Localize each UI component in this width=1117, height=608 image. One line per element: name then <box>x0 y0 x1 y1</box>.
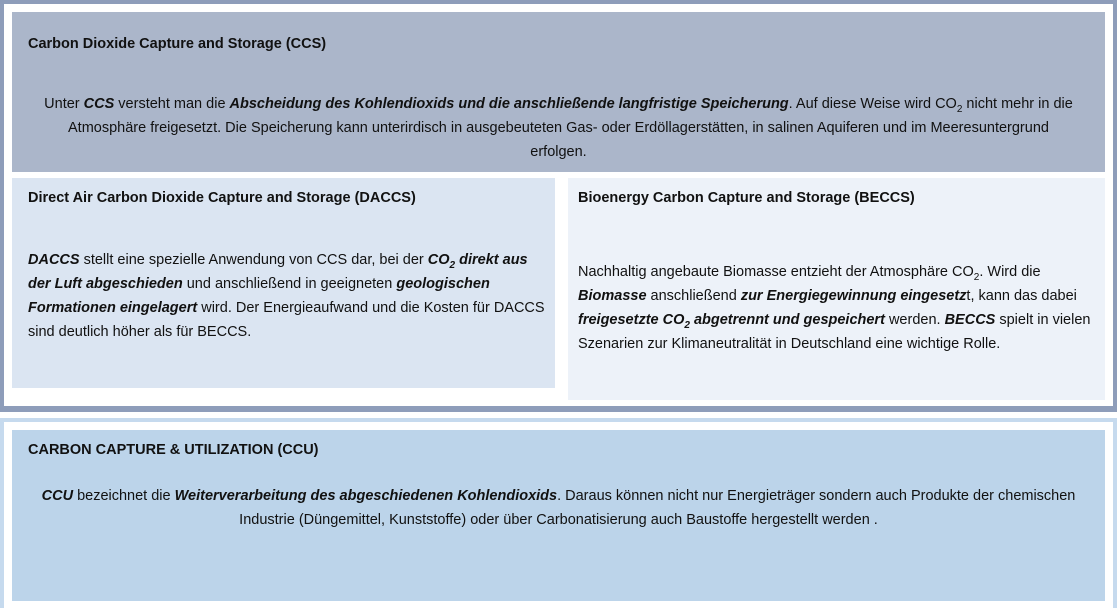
emphasis-text: direkt aus der Luft abgeschieden <box>28 252 528 292</box>
ccs-frame <box>0 0 1117 412</box>
emphasis-text: Weiterverarbeitung des abgeschiedenen Ko… <box>174 488 558 504</box>
beccs-box: Bioenergy Carbon Capture and Storage (BE… <box>568 178 1105 400</box>
text-run: versteht man die <box>114 96 230 112</box>
text-run: spielt in vielen Szenarien zur Klimaneut… <box>578 312 1091 352</box>
daccs-title: Direct Air Carbon Dioxide Capture and St… <box>28 190 416 206</box>
text-run: anschließend <box>646 288 741 304</box>
text-run: Nachhaltig angebaute Biomasse entzieht d… <box>578 264 974 280</box>
ccu-box: CARBON CAPTURE & UTILIZATION (CCU) CCU b… <box>12 430 1105 601</box>
ccs-body: Unter CCS versteht man die Abscheidung d… <box>42 92 1075 164</box>
text-run: Unter <box>44 96 84 112</box>
text-run: wird. Der Energieaufwand und die Kosten … <box>28 300 545 340</box>
emphasis-text: BECCS <box>944 312 996 328</box>
text-run: . Auf diese Weise wird CO <box>788 96 957 112</box>
emphasis-text: freigesetzte CO <box>578 312 685 328</box>
emphasis-text: 2 <box>449 259 456 271</box>
text-run: t, kann das dabei <box>966 288 1077 304</box>
emphasis-text: Abscheidung des Kohlendioxids und die an… <box>229 96 789 112</box>
emphasis-text: 2 <box>684 319 690 331</box>
emphasis-text: geologischen Formationen eingelagert <box>28 276 490 316</box>
beccs-title: Bioenergy Carbon Capture and Storage (BE… <box>578 190 915 206</box>
text-run: bezeichnet die <box>73 488 175 504</box>
daccs-body: DACCS stellt eine spezielle Anwendung vo… <box>28 248 545 344</box>
text-run: . Wird die <box>979 264 1041 280</box>
beccs-body: Nachhaltig angebaute Biomasse entzieht d… <box>578 260 1095 356</box>
text-run: . Daraus können nicht nur Energieträger … <box>239 488 1076 528</box>
emphasis-text: CCU <box>41 488 74 504</box>
text-run: und anschließend in geeigneten <box>182 276 397 292</box>
emphasis-text: abgetrennt und gespeichert <box>689 312 885 328</box>
text-run: stellt eine spezielle Anwendung von CCS … <box>79 252 428 268</box>
emphasis-text: CCS <box>83 96 115 112</box>
ccs-title: Carbon Dioxide Capture and Storage (CCS) <box>28 36 327 52</box>
ccu-body: CCU bezeichnet die Weiterverarbeitung de… <box>28 484 1089 532</box>
ccu-title: CARBON CAPTURE & UTILIZATION (CCU) <box>28 442 319 458</box>
emphasis-text: Biomasse <box>578 288 647 304</box>
ccu-frame <box>0 418 1117 608</box>
ccs-box: Carbon Dioxide Capture and Storage (CCS)… <box>12 12 1105 172</box>
daccs-box: Direct Air Carbon Dioxide Capture and St… <box>12 178 555 388</box>
text-run: 2 <box>973 271 980 283</box>
emphasis-text: DACCS <box>28 252 80 268</box>
text-run: nicht mehr in die Atmosphäre freigesetzt… <box>68 96 1073 160</box>
emphasis-text: CO <box>427 252 450 268</box>
text-run: werden. <box>884 312 945 328</box>
emphasis-text: zur Energiegewinnung eingesetz <box>740 288 967 304</box>
text-run: 2 <box>956 103 963 115</box>
